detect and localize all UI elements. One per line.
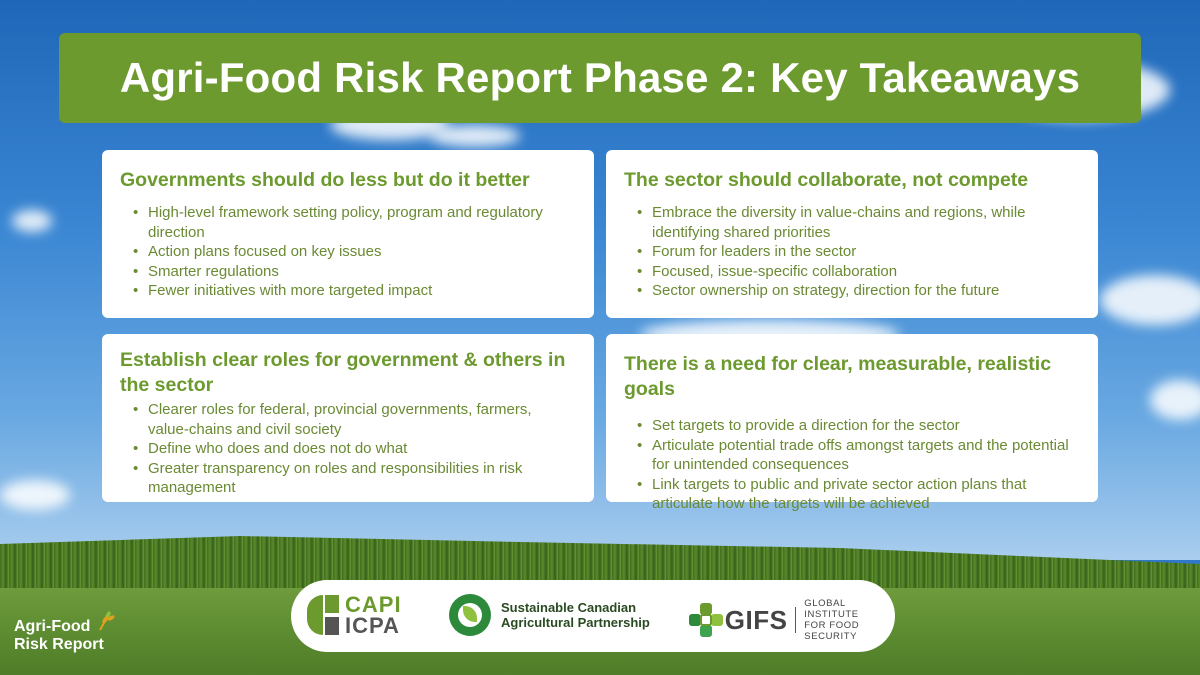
page-title: Agri-Food Risk Report Phase 2: Key Takea…	[119, 54, 1081, 101]
scap-logo: Sustainable Canadian Agricultural Partne…	[449, 594, 650, 636]
takeaway-card-goals: There is a need for clear, measurable, r…	[606, 334, 1098, 512]
card-heading: There is a need for clear, measurable, r…	[624, 353, 1052, 400]
capi-logo: CAPI ICPA	[307, 592, 402, 638]
list-item: Set targets to provide a direction for t…	[637, 416, 1080, 436]
takeaway-card-roles: Establish clear roles for government & o…	[102, 334, 594, 502]
wheat-icon	[99, 611, 115, 631]
gifs-subtitle-line1: GLOBAL INSTITUTE	[804, 598, 859, 620]
gifs-name: GIFS	[724, 604, 788, 635]
gifs-mark-icon	[689, 603, 723, 637]
list-item: Clearer roles for federal, provincial go…	[133, 400, 576, 439]
list-item: Focused, issue-specific collaboration	[637, 262, 1080, 282]
list-item: High-level framework setting policy, pro…	[133, 203, 576, 242]
bullet-list: Clearer roles for federal, provincial go…	[120, 400, 576, 498]
gifs-logo: GIFS GLOBAL INSTITUTE FOR FOOD SECURITY	[689, 598, 895, 642]
card-heading: The sector should collaborate, not compe…	[624, 169, 1029, 191]
list-item: Articulate potential trade offs amongst …	[637, 436, 1080, 475]
bullet-list: Embrace the diversity in value-chains an…	[624, 203, 1080, 301]
capi-name: CAPI	[345, 592, 402, 617]
cloud	[430, 125, 520, 147]
list-item: Forum for leaders in the sector	[637, 242, 1080, 262]
takeaway-card-collaborate: The sector should collaborate, not compe…	[606, 150, 1098, 318]
gifs-subtitle-line2: FOR FOOD SECURITY	[804, 620, 860, 642]
list-item: Sector ownership on strategy, direction …	[637, 281, 1080, 301]
list-item: Greater transparency on roles and respon…	[133, 459, 576, 498]
cloud	[12, 210, 52, 232]
cloud	[1100, 275, 1200, 325]
title-banner: Agri-Food Risk Report Phase 2: Key Takea…	[59, 33, 1141, 123]
capi-mark-icon	[307, 595, 339, 635]
divider	[795, 607, 797, 633]
scap-name-line1: Sustainable Canadian	[501, 600, 637, 615]
list-item: Smarter regulations	[133, 262, 576, 282]
list-item: Define who does and does not do what	[133, 439, 576, 459]
bullet-list: Set targets to provide a direction for t…	[624, 416, 1080, 514]
card-heading: Governments should do less but do it bet…	[120, 169, 530, 191]
list-item: Embrace the diversity in value-chains an…	[637, 203, 1080, 242]
brand-line2: Risk Report	[14, 636, 104, 653]
list-item: Action plans focused on key issues	[133, 242, 576, 262]
partner-logo-bar: CAPI ICPA Sustainable Canadian Agricultu…	[291, 580, 895, 652]
brand-logo: Agri-Food Risk Report	[14, 618, 104, 654]
cloud	[0, 480, 70, 510]
scap-name-line2: Agricultural Partnership	[501, 615, 650, 630]
card-heading: Establish clear roles for government & o…	[120, 349, 566, 396]
brand-line1: Agri-Food	[14, 618, 91, 635]
cloud	[1150, 380, 1200, 420]
list-item: Link targets to public and private secto…	[637, 475, 1080, 514]
bullet-list: High-level framework setting policy, pro…	[120, 203, 576, 301]
list-item: Fewer initiatives with more targeted imp…	[133, 281, 576, 301]
takeaway-card-governments: Governments should do less but do it bet…	[102, 150, 594, 318]
icpa-name: ICPA	[345, 613, 400, 638]
leaf-circle-icon	[449, 594, 491, 636]
